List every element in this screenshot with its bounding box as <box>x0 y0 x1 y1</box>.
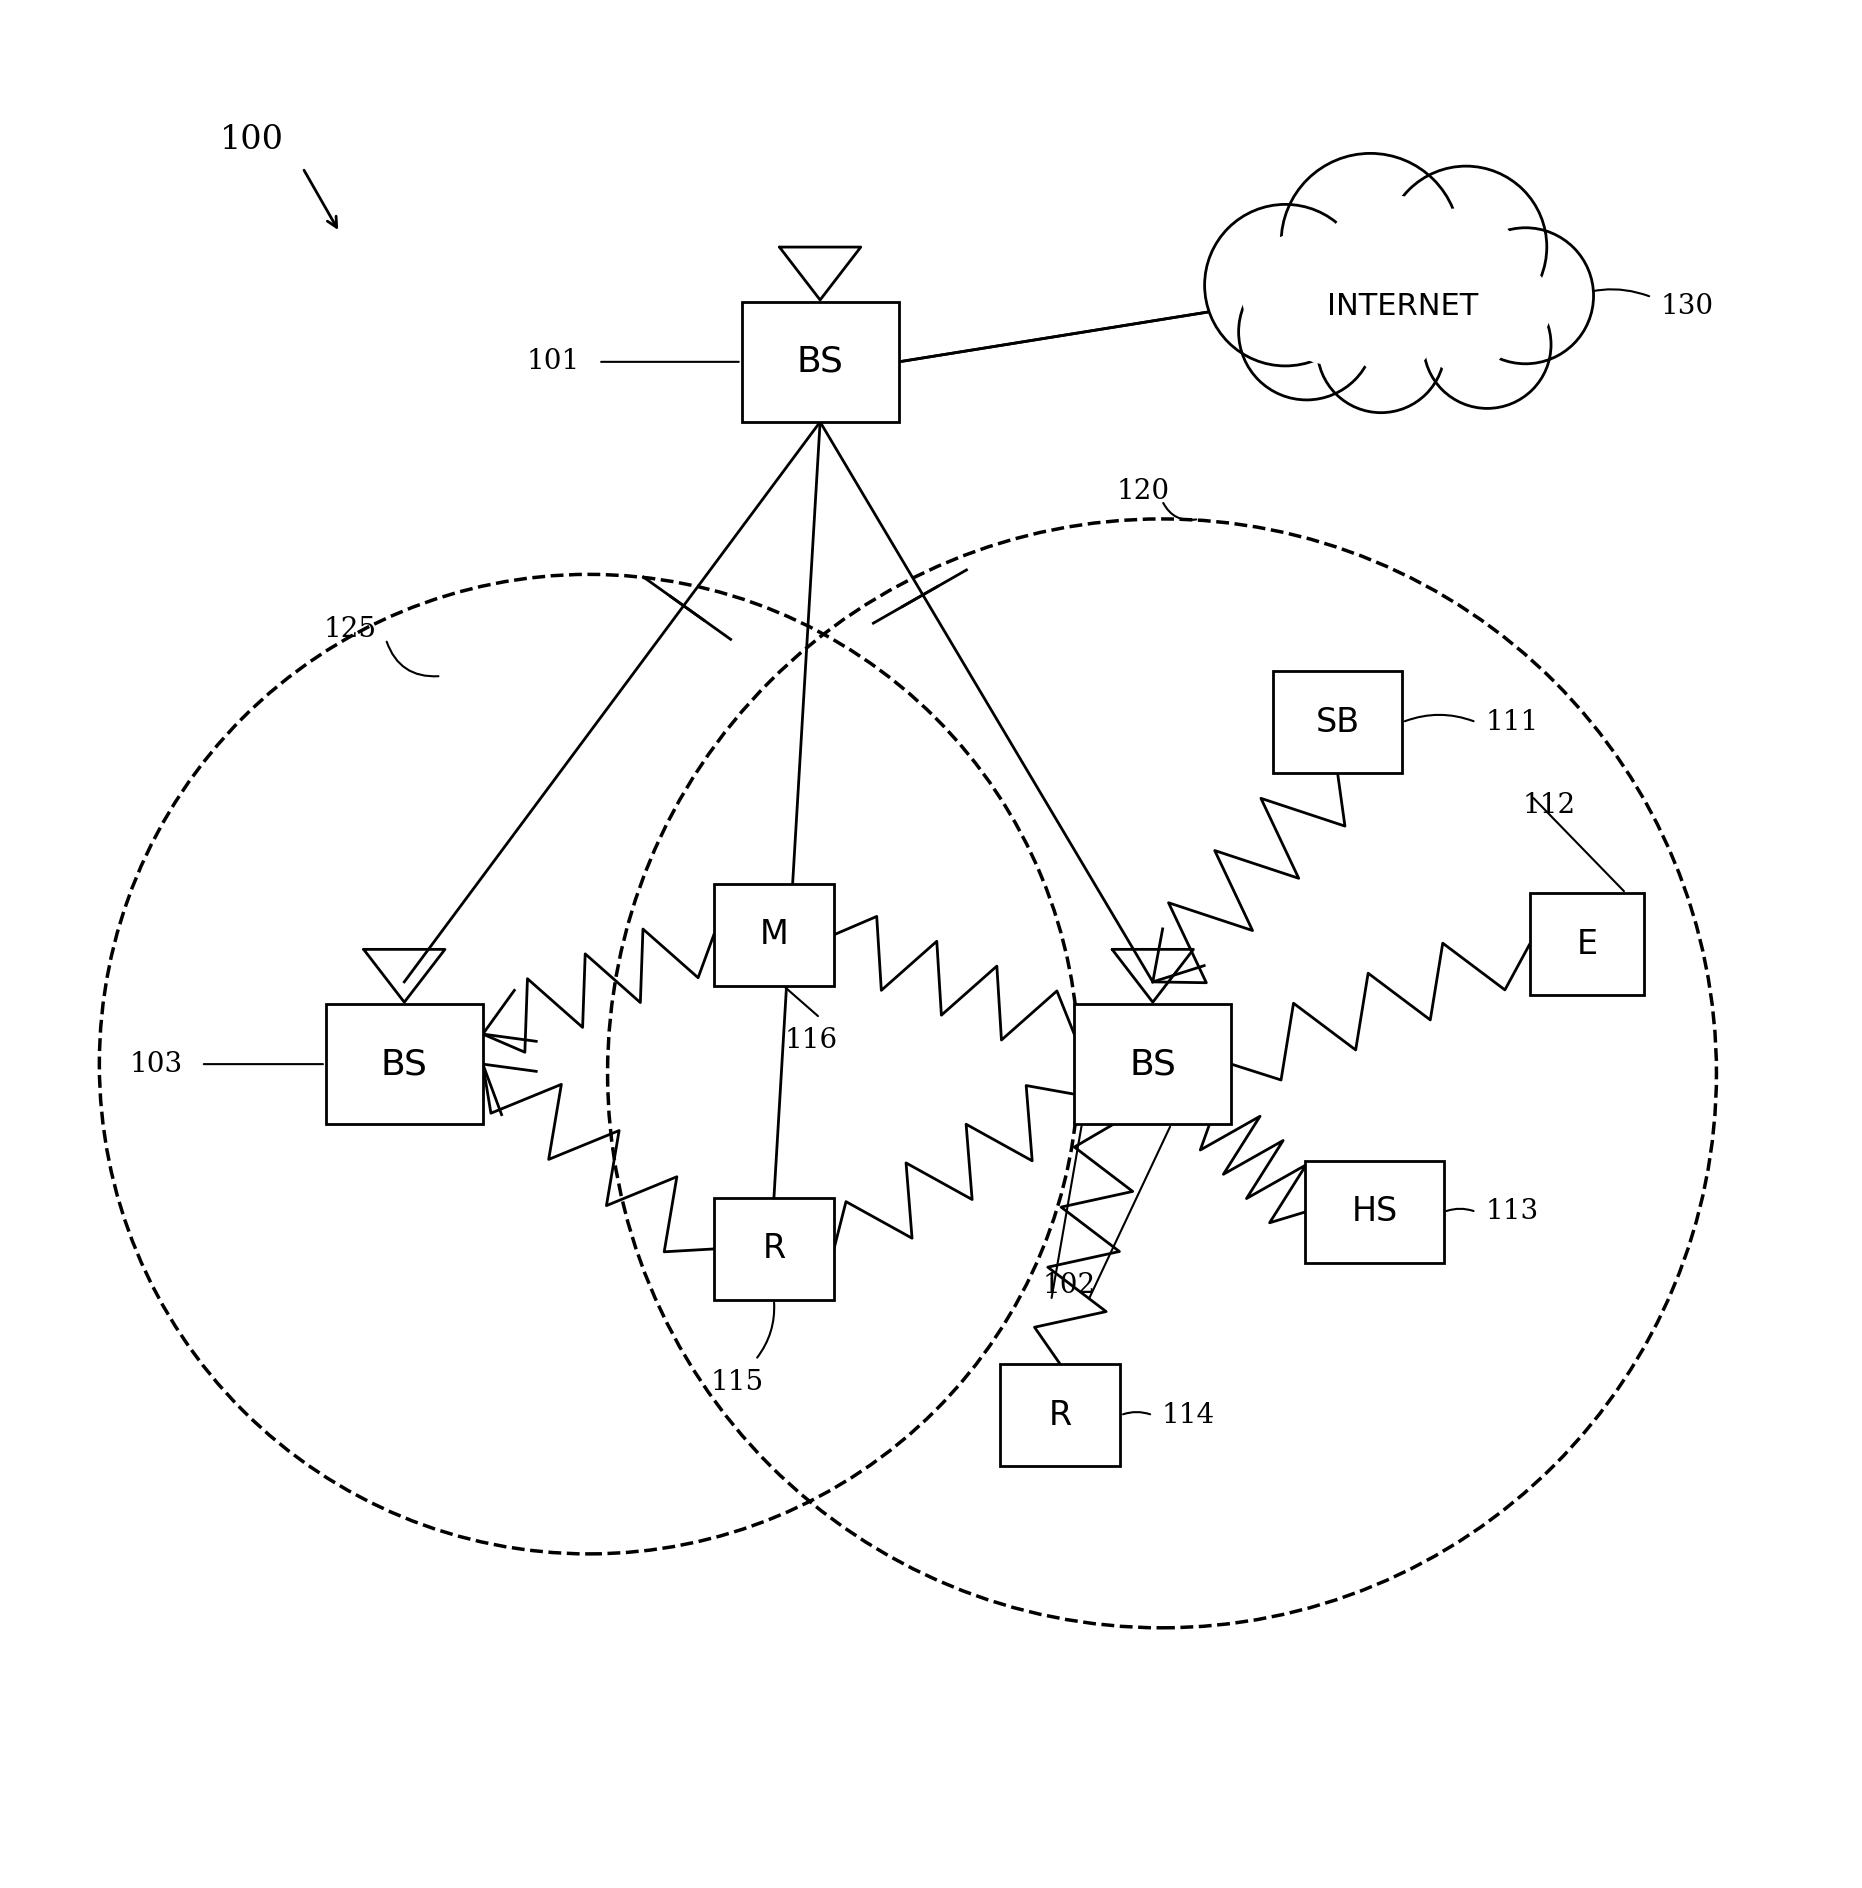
Bar <box>713 884 834 986</box>
Circle shape <box>1242 232 1370 359</box>
Text: BS: BS <box>382 1048 428 1082</box>
Text: 116: 116 <box>784 1027 838 1054</box>
Text: HS: HS <box>1352 1195 1398 1229</box>
Text: 100: 100 <box>220 125 283 157</box>
Bar <box>1305 1161 1443 1263</box>
Text: 113: 113 <box>1486 1199 1538 1225</box>
Circle shape <box>1385 166 1547 329</box>
Text: BS: BS <box>1130 1048 1177 1082</box>
Circle shape <box>1458 261 1551 353</box>
Bar <box>741 302 899 421</box>
Circle shape <box>1281 270 1374 364</box>
Text: R: R <box>1048 1399 1073 1431</box>
Text: 114: 114 <box>1162 1401 1216 1429</box>
Text: 125: 125 <box>324 615 376 644</box>
Circle shape <box>1402 210 1521 329</box>
Text: 111: 111 <box>1486 708 1538 736</box>
Circle shape <box>1316 285 1445 413</box>
Text: SB: SB <box>1316 706 1359 738</box>
Text: M: M <box>760 918 788 952</box>
Text: BS: BS <box>797 346 843 379</box>
Bar <box>1531 893 1644 995</box>
Circle shape <box>1458 228 1594 364</box>
Text: 102: 102 <box>1043 1273 1097 1299</box>
Bar <box>1000 1365 1121 1467</box>
Text: R: R <box>762 1233 786 1265</box>
Bar <box>1074 1004 1231 1123</box>
Circle shape <box>1350 289 1434 374</box>
Circle shape <box>1281 153 1460 332</box>
Text: 120: 120 <box>1117 478 1169 504</box>
Text: 103: 103 <box>128 1050 182 1078</box>
Text: 101: 101 <box>527 349 579 376</box>
Bar <box>326 1004 482 1123</box>
Circle shape <box>1424 289 1508 374</box>
Bar <box>713 1199 834 1299</box>
Text: 130: 130 <box>1661 293 1715 319</box>
Text: 112: 112 <box>1523 791 1575 819</box>
Text: 115: 115 <box>711 1369 763 1395</box>
Text: INTERNET: INTERNET <box>1326 293 1478 321</box>
Circle shape <box>1343 236 1462 355</box>
Bar <box>1274 672 1402 772</box>
Circle shape <box>1205 204 1367 366</box>
Text: E: E <box>1577 927 1598 961</box>
Circle shape <box>1424 281 1551 408</box>
Circle shape <box>1324 196 1460 332</box>
Circle shape <box>1238 264 1374 400</box>
